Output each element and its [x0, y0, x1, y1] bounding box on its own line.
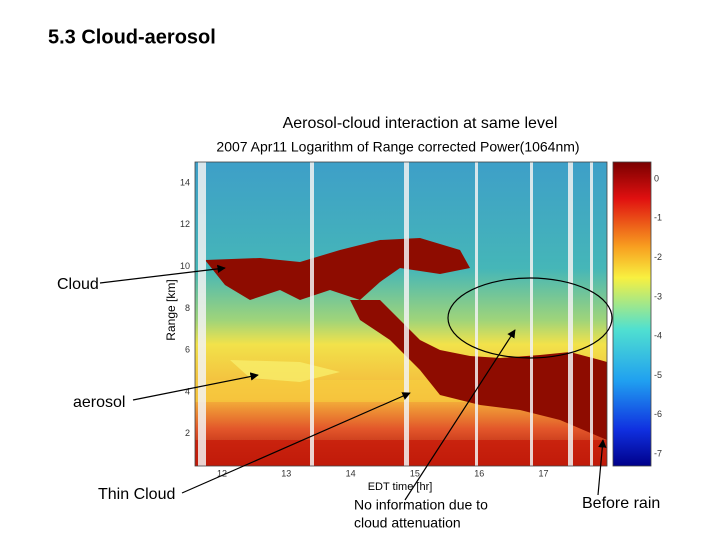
x-tick-label: 16	[474, 468, 484, 478]
colorbar-tick-label: -7	[654, 448, 662, 458]
figure-caption: Aerosol-cloud interaction at same level	[283, 115, 558, 132]
y-tick-label: 10	[180, 261, 190, 271]
colorbar-tick-label: -2	[654, 252, 662, 262]
ticks: 14 12 10 8 6 4 2 12 13 14 15 16 17 0 -1 -2 -3 -4 -5 -6 -7	[180, 173, 662, 478]
annotation: cloud attenuation	[354, 515, 461, 531]
arrow	[404, 329, 516, 501]
x-tick-label: 13	[281, 468, 291, 478]
colorbar-tick-label: -5	[654, 370, 662, 380]
colorbar-tick-label: -6	[654, 409, 662, 419]
annotation: Thin Cloud	[98, 486, 175, 503]
annotation: Cloud	[57, 276, 99, 293]
y-tick-label: 12	[180, 219, 190, 229]
plot-title: 2007 Apr11 Logarithm of Range corrected …	[216, 139, 579, 155]
x-tick-label: 14	[346, 468, 356, 478]
y-tick-label: 6	[185, 345, 190, 355]
arrow	[132, 372, 259, 401]
y-tick-label: 4	[185, 386, 190, 396]
arrow	[597, 439, 607, 496]
x-tick-label: 17	[538, 468, 548, 478]
annotations	[99, 264, 613, 501]
x-axis-label: EDT time [hr]	[368, 481, 433, 493]
x-tick-label: 15	[410, 468, 420, 478]
colorbar-tick-label: -4	[654, 331, 662, 341]
annotation: No information due to	[354, 497, 488, 513]
colorbar-tick-label: -3	[654, 291, 662, 301]
highlight-ellipse	[447, 277, 613, 359]
slide-title: 5.3 Cloud-aerosol	[48, 26, 216, 48]
y-axis-label: Range [km]	[164, 279, 178, 340]
colorbar-tick-label: -1	[654, 213, 662, 223]
annotation: Before rain	[582, 495, 660, 512]
y-tick-label: 14	[180, 177, 190, 187]
x-tick-label: 12	[217, 468, 227, 478]
y-tick-label: 2	[185, 428, 190, 438]
y-tick-label: 8	[185, 303, 190, 313]
annotation: aerosol	[73, 394, 125, 411]
arrow	[181, 392, 411, 494]
colorbar-tick-label: 0	[654, 173, 659, 183]
arrow	[99, 264, 226, 284]
